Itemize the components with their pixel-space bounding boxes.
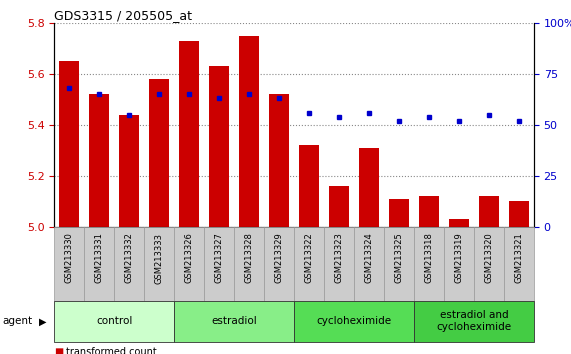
FancyBboxPatch shape (414, 227, 444, 301)
Bar (389, 199, 409, 227)
FancyBboxPatch shape (54, 227, 85, 301)
Text: GSM213327: GSM213327 (215, 233, 224, 284)
FancyBboxPatch shape (264, 227, 294, 301)
FancyBboxPatch shape (294, 227, 324, 301)
Text: agent: agent (3, 316, 33, 326)
Text: GSM213324: GSM213324 (364, 233, 373, 283)
Text: GSM213321: GSM213321 (514, 233, 524, 283)
Bar (509, 201, 529, 227)
Bar (90, 94, 109, 227)
FancyBboxPatch shape (85, 227, 114, 301)
Bar (270, 94, 289, 227)
FancyBboxPatch shape (174, 227, 204, 301)
Text: GSM213323: GSM213323 (335, 233, 344, 284)
Text: ■: ■ (54, 347, 63, 354)
Bar (239, 36, 259, 227)
Text: GSM213326: GSM213326 (184, 233, 194, 284)
FancyBboxPatch shape (114, 227, 144, 301)
Text: control: control (96, 316, 132, 326)
Text: GSM213328: GSM213328 (244, 233, 254, 284)
FancyBboxPatch shape (324, 227, 354, 301)
FancyBboxPatch shape (444, 227, 474, 301)
FancyBboxPatch shape (504, 227, 534, 301)
Bar (449, 219, 469, 227)
Text: GDS3315 / 205505_at: GDS3315 / 205505_at (54, 9, 192, 22)
Text: estradiol: estradiol (211, 316, 257, 326)
Bar (59, 61, 79, 227)
Text: estradiol and
cycloheximide: estradiol and cycloheximide (436, 310, 512, 332)
FancyBboxPatch shape (294, 301, 414, 342)
Text: GSM213319: GSM213319 (455, 233, 464, 283)
Bar (179, 41, 199, 227)
Text: cycloheximide: cycloheximide (316, 316, 392, 326)
FancyBboxPatch shape (204, 227, 234, 301)
Bar (359, 148, 379, 227)
FancyBboxPatch shape (474, 227, 504, 301)
Text: GSM213330: GSM213330 (65, 233, 74, 284)
Text: GSM213320: GSM213320 (484, 233, 493, 283)
Bar (419, 196, 439, 227)
Text: GSM213333: GSM213333 (155, 233, 164, 284)
FancyBboxPatch shape (174, 301, 294, 342)
Bar (329, 186, 349, 227)
Bar (479, 196, 498, 227)
FancyBboxPatch shape (414, 301, 534, 342)
Bar (119, 115, 139, 227)
Text: GSM213322: GSM213322 (304, 233, 313, 283)
Text: GSM213329: GSM213329 (275, 233, 284, 283)
FancyBboxPatch shape (354, 227, 384, 301)
Text: GSM213331: GSM213331 (95, 233, 104, 284)
FancyBboxPatch shape (234, 227, 264, 301)
Text: GSM213332: GSM213332 (124, 233, 134, 284)
Text: GSM213318: GSM213318 (424, 233, 433, 284)
FancyBboxPatch shape (144, 227, 174, 301)
Bar (150, 79, 169, 227)
FancyBboxPatch shape (54, 301, 174, 342)
Text: GSM213325: GSM213325 (395, 233, 404, 283)
FancyBboxPatch shape (384, 227, 414, 301)
Bar (210, 66, 229, 227)
Text: ▶: ▶ (39, 316, 46, 326)
Bar (299, 145, 319, 227)
Text: transformed count: transformed count (66, 347, 156, 354)
